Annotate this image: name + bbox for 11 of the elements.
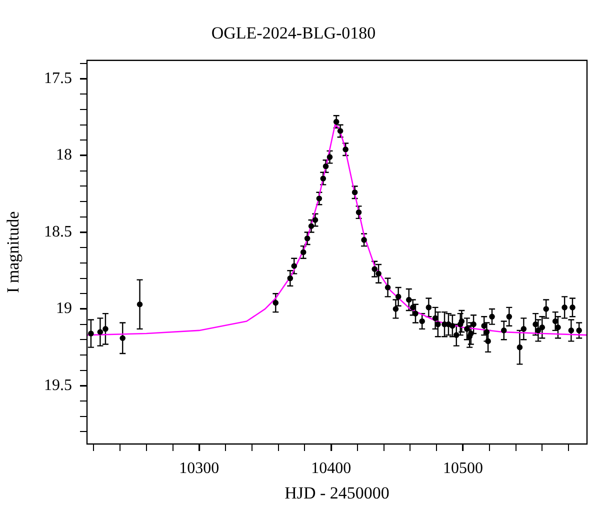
- x-tick-label: 10400: [311, 460, 352, 477]
- y-tick-label: 19: [56, 300, 72, 318]
- x-tick-label: 10300: [179, 460, 220, 477]
- x-tick-label: 10500: [442, 460, 483, 477]
- y-tick-label: 18: [56, 146, 72, 164]
- chart-title: OGLE-2024-BLG-0180: [211, 24, 376, 43]
- y-tick-label: 19.5: [44, 376, 72, 394]
- x-axis-title: HJD - 2450000: [284, 483, 390, 502]
- y-tick-label: 17.5: [44, 70, 72, 88]
- y-axis-title: I magnitude: [4, 211, 23, 294]
- y-tick-label: 18.5: [44, 223, 72, 240]
